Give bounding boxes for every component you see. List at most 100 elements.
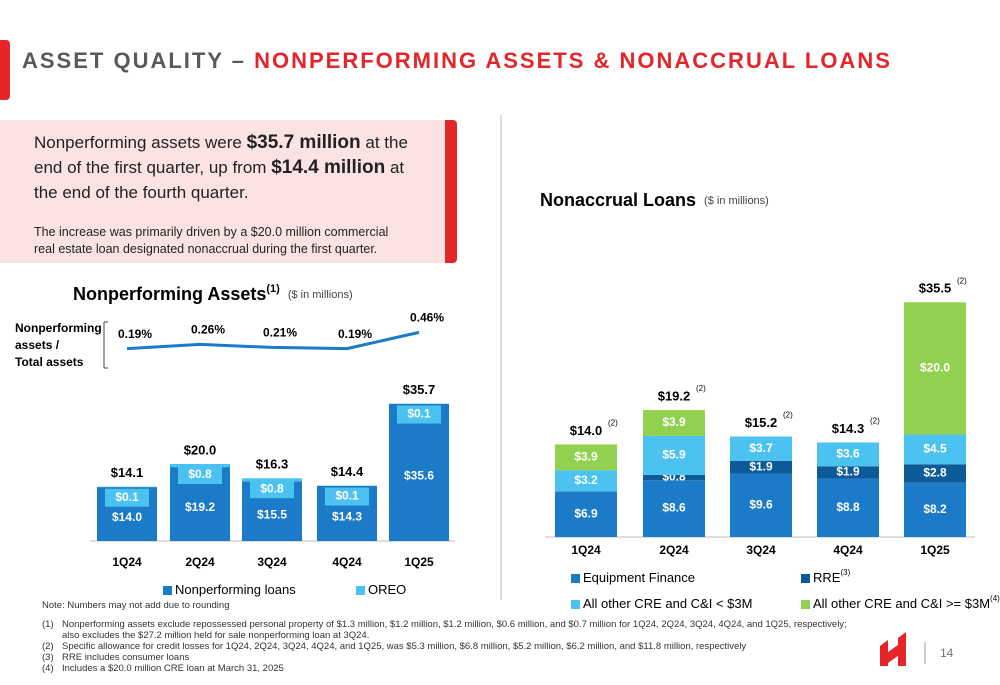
value-label: $0.1: [115, 490, 139, 504]
legend-note: (3): [840, 568, 850, 577]
text: Nonperforming assets were: [34, 133, 247, 152]
value-label: $0.8: [260, 481, 284, 495]
subtitle: ($ in millions): [704, 195, 769, 207]
legend-note: (4): [990, 594, 1000, 603]
bar-segment: [817, 478, 879, 537]
total-note: (2): [608, 419, 618, 428]
value-label: $9.6: [749, 497, 773, 511]
subtitle: ($ in millions): [288, 289, 353, 301]
value-label: $20.0: [920, 361, 950, 375]
footnote-marker: (1): [42, 619, 54, 630]
notes: Note: Numbers may not add due to roundin…: [42, 600, 862, 674]
bar-segment: [904, 482, 966, 537]
total-note: (2): [696, 384, 706, 393]
value-label: $0.1: [407, 407, 431, 421]
value-label: $15.5: [257, 507, 287, 521]
legend-name: RRE: [813, 570, 841, 585]
bar-segment: [730, 436, 792, 461]
highlight: $14.4 million: [271, 157, 386, 178]
bracket: [103, 321, 108, 369]
value-label: $19.2: [185, 500, 215, 514]
legend-label: RRE(3): [813, 568, 851, 585]
value-label: $6.9: [574, 506, 598, 520]
value-label: $5.9: [662, 448, 686, 462]
bar-segment: [643, 435, 705, 475]
legend-name: All other CRE and C&I >= $3M: [813, 596, 990, 611]
logo: [880, 632, 906, 666]
value-label: 0.46%: [410, 311, 444, 325]
label-box: [250, 480, 294, 499]
footnote-text: Specific allowance for credit losses for…: [62, 641, 747, 652]
x-tick-label: 1Q25: [404, 555, 434, 569]
footnote-text: Includes a $20.0 million CRE loan at Mar…: [62, 663, 284, 674]
value-label: 0.19%: [338, 327, 372, 341]
x-tick-label: 1Q25: [920, 543, 950, 557]
label-box: [178, 466, 222, 484]
bar-segment: [817, 466, 879, 479]
bar-segment: [904, 434, 966, 465]
legend-swatch: [356, 586, 365, 595]
bar-segment: [170, 464, 230, 468]
x-tick-label: 4Q24: [332, 555, 362, 569]
value-label: $3.7: [749, 441, 773, 455]
total-label: $16.3: [256, 457, 289, 472]
x-tick-label: 2Q24: [659, 543, 689, 557]
value-label: 0.19%: [118, 327, 152, 341]
value-label: $14.0: [112, 510, 142, 524]
legend-name: All other CRE and C&I < $3M: [583, 596, 752, 611]
value-label: $2.8: [923, 466, 947, 480]
total-label: $20.0: [184, 442, 217, 457]
total-note: (2): [783, 411, 793, 420]
legend-label: All other CRE and C&I >= $3M(4): [813, 594, 1000, 611]
bar-segment: [817, 442, 879, 467]
label-box: [397, 405, 441, 424]
total-label: $14.4: [331, 464, 364, 479]
value-label: $4.5: [923, 442, 947, 456]
bar-segment: [904, 464, 966, 483]
footnote-marker: (4): [42, 663, 54, 674]
total-label: $35.7: [403, 382, 436, 397]
footnote: (3) RRE includes consumer loans: [42, 652, 862, 663]
total-label: $14.0: [570, 423, 603, 438]
highlight: $35.7 million: [246, 132, 361, 153]
legend-swatch: [163, 586, 172, 595]
x-tick-label: 2Q24: [185, 555, 215, 569]
legend-name: Nonperforming loans: [175, 582, 296, 597]
value-label: $3.9: [574, 450, 598, 464]
chart-title: Nonperforming Assets(1) ($ in millions): [73, 283, 353, 304]
value-label: $0.1: [335, 489, 359, 503]
axis-label: Nonperforming: [15, 321, 102, 335]
bar-segment: [730, 473, 792, 537]
title-red: NONPERFORMING ASSETS & NONACCRUAL LOANS: [254, 48, 892, 73]
legend-swatch: [571, 600, 580, 609]
bar-segment: [555, 470, 617, 492]
text: at the end of the first quarter, up from: [34, 133, 408, 177]
value-label: $1.9: [836, 465, 860, 479]
bar-segment: [904, 302, 966, 435]
footnote: (2) Specific allowance for credit losses …: [42, 641, 862, 652]
bar-segment: [643, 480, 705, 537]
callout-accent: [445, 120, 457, 263]
footnote: (1) Nonperforming assets exclude reposses…: [42, 619, 862, 641]
chart-title: Nonaccrual Loans ($ in millions): [540, 190, 769, 210]
x-tick-label: 1Q24: [112, 555, 142, 569]
bar-segment: [389, 403, 449, 541]
legend-label: All other CRE and C&I < $3M: [583, 596, 752, 611]
legend-name: OREO: [368, 582, 406, 597]
value-label: $8.2: [923, 502, 947, 516]
axis-label: Total assets: [15, 355, 84, 369]
value-label: $1.9: [749, 459, 773, 473]
legend-name: Equipment Finance: [583, 570, 695, 585]
page-number: 14: [940, 646, 954, 660]
axis-label: assets /: [15, 338, 60, 352]
x-tick-label: 1Q24: [571, 543, 601, 557]
callout-detail: The increase was primarily driven by a $…: [34, 225, 389, 256]
callout-text: Nonperforming assets were $35.7 million …: [34, 130, 419, 205]
bar-segment: [555, 491, 617, 537]
footnotes: (1) Nonperforming assets exclude reposses…: [42, 619, 862, 674]
bar-segment: [643, 410, 705, 436]
footnote-marker: (2): [42, 641, 54, 652]
total-label: $19.2: [658, 389, 691, 404]
value-label: $8.8: [836, 500, 860, 514]
